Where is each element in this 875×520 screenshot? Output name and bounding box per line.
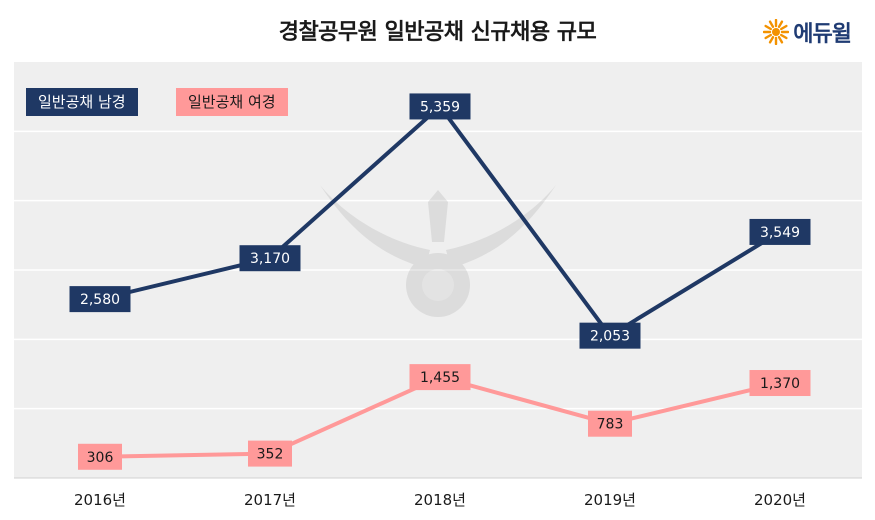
data-point-male: 2,580 [69,286,131,313]
data-label-box [248,440,292,467]
data-point-male: 3,170 [239,245,301,272]
data-label: 2,053 [590,329,630,345]
data-label: 3,549 [760,225,800,241]
data-point-female: 1,455 [409,364,471,391]
brand-logo: 에듀윌 [763,16,852,48]
x-tick-label: 2017년 [244,491,296,509]
data-label-box [78,443,122,470]
chart-title: 경찰공무원 일반공채 신규채용 규모 [278,20,597,45]
data-label-box [239,245,301,272]
x-tick-label: 2016년 [74,491,126,509]
police-emblem-watermark [320,185,556,317]
data-label: 5,359 [420,99,460,115]
data-label: 783 [597,417,624,433]
x-tick-label: 2018년 [414,491,466,509]
legend-item-male: 일반공채 남경 [26,88,138,116]
data-label-box [69,286,131,313]
data-label: 1,455 [420,370,460,386]
series-layer: 2,580 3,170 5,359 2,053 3,549 306 352 1,455 783 1… [69,93,811,470]
data-label: 352 [257,447,284,463]
sun-burst-icon [763,19,790,45]
data-label: 2,580 [80,292,120,308]
data-point-female: 1,370 [749,370,811,397]
data-label: 3,170 [250,251,290,267]
x-tick-label: 2020년 [754,491,806,509]
data-label: 306 [87,450,114,466]
data-label-box [409,93,471,120]
data-label-box [588,410,632,437]
data-label-box [579,322,641,349]
data-point-male: 2,053 [579,322,641,349]
data-label-box [409,364,471,391]
data-label-box [749,370,811,397]
data-point-female: 783 [588,410,632,437]
data-point-female: 306 [78,443,122,470]
data-point-female: 352 [248,440,292,467]
brand-name: 에듀윌 [793,22,852,47]
x-tick-label: 2019년 [584,491,636,509]
data-point-male: 3,549 [749,218,811,245]
legend-item-female: 일반공채 여경 [176,88,288,116]
data-label: 1,370 [760,376,800,392]
x-axis-labels: 2016년 2017년 2018년 2019년 2020년 [74,491,806,509]
data-label-box [749,218,811,245]
data-point-male: 5,359 [409,93,471,120]
